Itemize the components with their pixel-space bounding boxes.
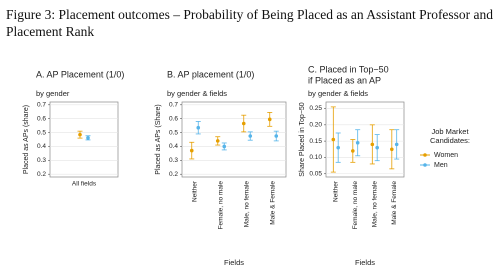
- plot-frame: [49, 101, 119, 178]
- point: [336, 145, 340, 150]
- y-tick-label: 0.5: [37, 129, 46, 136]
- x-tick-label: Male & Female: [270, 181, 277, 225]
- x-tick-label: All fields: [72, 181, 97, 188]
- x-axis-label: Fields: [224, 258, 244, 267]
- point: [222, 144, 227, 149]
- y-tick-label: 0.6: [169, 115, 178, 122]
- point: [375, 145, 379, 150]
- x-tick-label: Female, no male: [218, 181, 225, 230]
- point: [241, 121, 246, 126]
- point: [355, 140, 360, 145]
- x-tick-label: Female, no male: [352, 181, 359, 230]
- point: [196, 125, 201, 130]
- legend-title: Candidates:: [430, 136, 470, 145]
- y-tick-label: 0.20: [309, 122, 322, 129]
- chart-subtitle: by gender: [36, 89, 70, 98]
- point: [215, 139, 220, 143]
- legend-label: Men: [434, 162, 448, 169]
- x-tick-label: Male, no female: [244, 181, 251, 228]
- y-axis-label: Placed as APs (Share): [155, 104, 162, 174]
- y-tick-label: 0.15: [309, 138, 322, 145]
- chart-title: C. Placed in Top−50: [308, 64, 389, 74]
- point: [351, 149, 355, 153]
- x-tick-label: Neither: [332, 180, 339, 202]
- x-tick-label: Male, no female: [371, 181, 378, 228]
- y-tick-label: 0.7: [169, 101, 178, 108]
- y-tick-label: 0.6: [37, 115, 46, 122]
- plot-frame: [325, 101, 405, 178]
- chart-title: B. AP placement (1/0): [167, 69, 254, 79]
- y-tick-label: 0.25: [309, 105, 322, 112]
- point: [370, 142, 375, 147]
- y-tick-label: 0.10: [309, 154, 322, 161]
- point: [331, 137, 336, 142]
- y-tick-label: 0.4: [169, 143, 178, 150]
- point: [390, 147, 394, 152]
- y-tick-label: 0.7: [37, 101, 46, 108]
- y-tick-label: 0.3: [169, 157, 178, 164]
- y-axis-label: Share Placed in Top−50: [299, 102, 306, 177]
- y-tick-label: 0.05: [309, 170, 322, 177]
- point: [394, 142, 399, 147]
- x-axis-label: Fields: [355, 258, 375, 267]
- legend-swatch: [423, 153, 427, 157]
- point: [78, 132, 82, 137]
- point: [267, 117, 272, 122]
- x-tick-label: Male & Female: [391, 181, 398, 225]
- chart-title: A. AP Placement (1/0): [36, 69, 124, 79]
- chart-subtitle: by gender & fields: [308, 89, 368, 98]
- plot-frame: [181, 101, 287, 178]
- legend-title: Job Market: [431, 127, 469, 136]
- x-tick-label: Neither: [192, 180, 199, 202]
- caption: Figure 3: Placement outcomes – Probabili…: [6, 7, 494, 39]
- legend-label: Women: [434, 152, 458, 159]
- chart-subtitle: by gender & fields: [167, 89, 227, 98]
- y-tick-label: 0.4: [37, 143, 46, 150]
- point: [86, 136, 90, 140]
- point: [189, 148, 194, 153]
- y-axis-label: Placed as APs (share): [23, 105, 30, 174]
- point: [274, 134, 279, 138]
- y-tick-label: 0.3: [37, 157, 46, 164]
- y-tick-label: 0.5: [169, 129, 178, 136]
- y-tick-label: 0.2: [169, 171, 178, 178]
- chart-title: if Placed as an AP: [308, 75, 381, 85]
- point: [248, 134, 253, 138]
- y-tick-label: 0.2: [37, 171, 46, 178]
- legend-swatch: [423, 163, 427, 167]
